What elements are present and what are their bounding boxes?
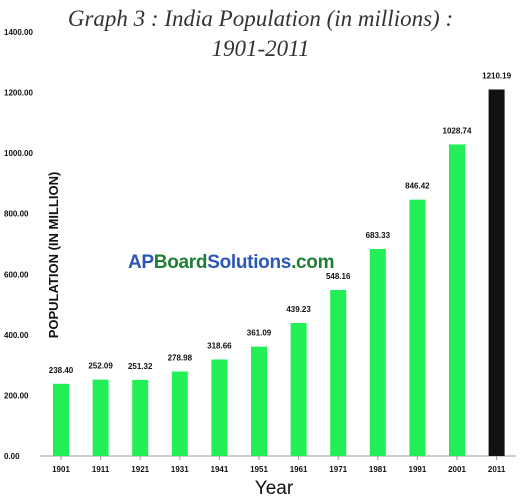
bar-value-label: 318.66 bbox=[207, 341, 232, 350]
bar-value-label: 548.16 bbox=[326, 272, 351, 281]
bar-value-label: 251.32 bbox=[128, 362, 153, 371]
bar-value-label: 278.98 bbox=[168, 354, 193, 363]
x-tick-label: 2001 bbox=[448, 465, 466, 474]
watermark-text: APBoardSolutions.com bbox=[128, 252, 335, 274]
x-tick-label: 1981 bbox=[369, 465, 387, 474]
bar bbox=[409, 199, 426, 457]
bar-value-label: 361.09 bbox=[247, 329, 272, 338]
x-tick-label: 1941 bbox=[211, 465, 229, 474]
x-tick-label: 1911 bbox=[92, 465, 110, 474]
bar-value-label: 439.23 bbox=[286, 305, 311, 314]
bar bbox=[488, 89, 505, 456]
bar bbox=[251, 346, 267, 456]
bar bbox=[53, 383, 69, 456]
y-tick-label: 400.00 bbox=[4, 331, 29, 340]
bar-value-label: 846.42 bbox=[405, 182, 430, 191]
chart-x-tick-labels: 1901 1911 1921 1931 1941 1951 1961 1971 1981 1991… bbox=[52, 465, 506, 474]
chart-axes bbox=[40, 455, 516, 460]
bar bbox=[290, 322, 307, 456]
x-tick-label: 1901 bbox=[52, 465, 70, 474]
bar-value-label: 252.09 bbox=[88, 362, 113, 371]
bar-value-label: 1028.74 bbox=[443, 126, 472, 135]
y-tick-label: 1000.00 bbox=[4, 149, 33, 158]
watermark-part-4: .com bbox=[291, 252, 335, 273]
y-tick-label: 200.00 bbox=[4, 391, 29, 400]
bar-value-label: 1210.19 bbox=[482, 71, 511, 80]
chart-title-line-1: Graph 3 : India Population (in millions)… bbox=[67, 6, 454, 31]
x-tick-label: 1951 bbox=[250, 465, 268, 474]
x-tick-label: 2011 bbox=[488, 465, 506, 474]
bar bbox=[449, 144, 465, 457]
chart-bar-labels: 238.40 252.09 251.32 278.98 318.66 361.09 439.… bbox=[49, 71, 512, 374]
x-tick-label: 1991 bbox=[409, 465, 427, 474]
x-tick-label: 1921 bbox=[131, 465, 149, 474]
bar bbox=[92, 379, 109, 456]
bar bbox=[171, 371, 188, 456]
y-tick-label: 600.00 bbox=[4, 270, 29, 279]
bar bbox=[211, 359, 228, 456]
chart-y-tick-labels: 0.00 200.00 400.00 600.00 800.00 1000.00 1200.… bbox=[4, 28, 33, 461]
x-tick-label: 1961 bbox=[290, 465, 308, 474]
chart-bars bbox=[53, 89, 505, 457]
bar-value-label: 238.40 bbox=[49, 366, 74, 375]
x-axis-label: Year bbox=[255, 478, 294, 499]
x-tick-label: 1971 bbox=[329, 465, 347, 474]
y-tick-label: 1200.00 bbox=[4, 89, 33, 98]
watermark-part-2: Board bbox=[153, 252, 208, 273]
chart-title-line-2: 1901-2011 bbox=[211, 36, 310, 61]
y-axis-label: POPULATION (IN MILLION) bbox=[46, 172, 61, 339]
bar bbox=[369, 249, 386, 456]
watermark-part-1: AP bbox=[128, 252, 154, 273]
bar-value-label: 683.33 bbox=[366, 231, 391, 240]
bar bbox=[330, 289, 347, 456]
x-tick-label: 1931 bbox=[171, 465, 189, 474]
y-tick-label: 800.00 bbox=[4, 210, 29, 219]
bar bbox=[132, 379, 149, 456]
watermark-part-3: Solutions bbox=[207, 252, 292, 273]
y-tick-label: 0.00 bbox=[4, 452, 20, 461]
y-tick-label: 1400.00 bbox=[4, 28, 33, 37]
